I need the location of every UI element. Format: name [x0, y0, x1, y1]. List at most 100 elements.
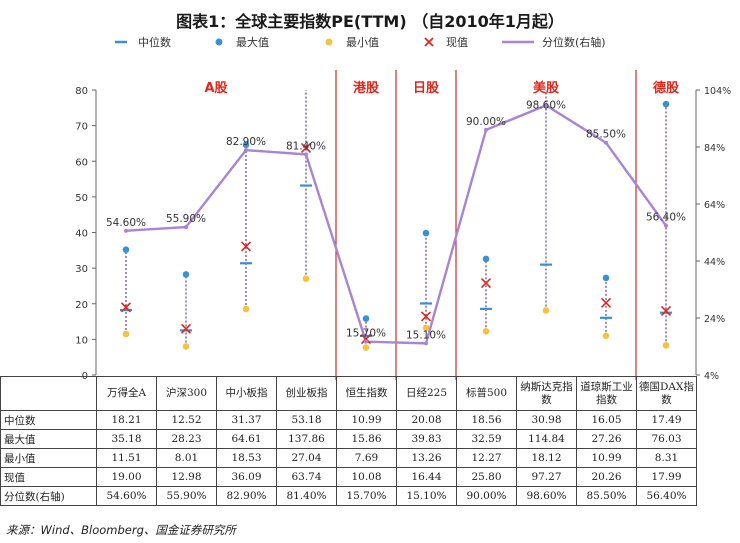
left-tick-label: 40 — [75, 229, 88, 240]
category-label: 道琼斯工业指数 — [576, 376, 637, 411]
min-point — [362, 344, 370, 351]
table-row: 最大值 35.18 28.23 64.61 137.86 15.86 39.83 32.59 1… — [0, 429, 697, 449]
max-marker-icon — [215, 38, 223, 46]
legend-item-current: 现值 — [418, 34, 468, 50]
table-cell: 15.70% — [336, 486, 397, 506]
table-cell: 18.56 — [456, 410, 517, 430]
percentile-data-label: 85.50% — [586, 129, 626, 141]
table-header-row: 万得全A 沪深300 中小板指 创业板指 恒生指数 日经225 标普500 纳斯达克指数 道琼斯… — [0, 376, 697, 411]
current-point — [240, 241, 252, 252]
table-cell: 55.90% — [156, 486, 217, 506]
category-label: 恒生指数 — [336, 376, 397, 411]
max-point — [602, 274, 610, 282]
table-cell: 98.60% — [516, 486, 577, 506]
percentile-data-label: 55.90% — [166, 213, 206, 225]
table-cell: 137.86 — [276, 429, 337, 449]
right-tick-label: 104% — [704, 86, 731, 97]
market-label: 港股 — [352, 81, 379, 96]
category-label: 中小板指 — [216, 376, 277, 411]
percentile-point — [424, 341, 428, 346]
right-tick-label: 44% — [704, 257, 725, 268]
table-cell: 19.00 — [96, 467, 157, 487]
min-point — [602, 332, 610, 340]
table-cell: 10.99 — [576, 448, 637, 468]
percentile-data-label: 98.60% — [526, 99, 566, 111]
table-cell: 18.53 — [216, 448, 277, 468]
table-cell: 18.12 — [516, 448, 577, 468]
table-cell: 39.83 — [396, 429, 457, 449]
table-cell: 11.51 — [96, 448, 157, 468]
row-label: 最小值 — [0, 448, 97, 468]
table-cell: 12.27 — [456, 448, 517, 468]
table-row: 中位数 18.21 12.52 31.37 53.18 10.99 20.08 18.56 30… — [0, 410, 697, 430]
legend-item-median: 中位数 — [110, 34, 171, 50]
table-cell: 76.03 — [636, 429, 697, 449]
legend: 中位数 最大值 最小值 现值 分位数(右轴) — [110, 34, 710, 52]
table-cell: 82.90% — [216, 486, 277, 506]
legend-item-percentile: 分位数(右轴) — [500, 34, 606, 50]
market-label: 美股 — [532, 81, 559, 96]
percentile-data-label: 54.60% — [106, 217, 146, 229]
current-point — [120, 302, 132, 313]
left-tick-label: 0 — [82, 371, 88, 380]
table-cell: 27.26 — [576, 429, 637, 449]
legend-label-min: 最小值 — [346, 36, 379, 49]
cross-marker-icon — [424, 37, 434, 47]
max-point — [362, 315, 370, 322]
current-point — [180, 323, 192, 334]
table-cell: 18.21 — [96, 410, 157, 430]
percentile-point — [364, 339, 368, 344]
table-cell: 54.60% — [96, 486, 157, 506]
table-cell: 13.26 — [396, 448, 457, 468]
percentile-point — [184, 225, 188, 230]
table-cell: 12.52 — [156, 410, 217, 430]
min-point — [542, 307, 550, 314]
table-cell: 25.80 — [456, 467, 517, 487]
current-point — [300, 142, 312, 153]
legend-item-min: 最小值 — [318, 34, 379, 50]
table-row: 现值 19.00 12.98 36.09 63.74 10.08 16.44 25.80 97.… — [0, 467, 697, 487]
table-cell: 56.40% — [636, 486, 697, 506]
percentile-point — [124, 228, 128, 233]
table-cell: 64.61 — [216, 429, 277, 449]
table-cell: 63.74 — [276, 467, 337, 487]
min-point — [482, 327, 490, 335]
legend-label-current: 现值 — [446, 36, 468, 49]
pe-chart: 0 10 20 30 40 50 60 70 80 4% 24% 44% 64% 84% 104% 54.60… — [75, 70, 731, 380]
percentile-data-label: 81.40% — [286, 140, 326, 152]
right-tick-label: 64% — [704, 200, 725, 211]
table-cell: 17.99 — [636, 467, 697, 487]
min-point — [662, 342, 670, 349]
table-cell: 16.05 — [576, 410, 637, 430]
line-marker-icon — [502, 40, 534, 44]
table-cell: 114.84 — [516, 429, 577, 449]
percentile-data-label: 56.40% — [646, 212, 686, 224]
table-cell: 90.00% — [456, 486, 517, 506]
table-row: 分位数(右轴) 54.60% 55.90% 82.90% 81.40% 15.70% 15.… — [0, 486, 697, 506]
market-label: 日股 — [412, 81, 439, 96]
table-cell: 36.09 — [216, 467, 277, 487]
table-cell: 81.40% — [276, 486, 337, 506]
table-cell: 10.08 — [336, 467, 397, 487]
left-tick-label: 50 — [75, 193, 88, 204]
row-label: 现值 — [0, 467, 97, 487]
category-label: 标普500 — [456, 376, 517, 411]
category-label: 沪深300 — [156, 376, 217, 411]
table-cell: 20.26 — [576, 467, 637, 487]
table-cell: 7.69 — [336, 448, 397, 468]
left-tick-label: 70 — [75, 122, 88, 133]
max-point — [242, 141, 250, 149]
table-cell: 32.59 — [456, 429, 517, 449]
row-label: 中位数 — [0, 410, 97, 430]
percentile-point — [244, 148, 248, 153]
table-cell: 10.99 — [336, 410, 397, 430]
table-cell: 8.31 — [636, 448, 697, 468]
table-cell: 8.01 — [156, 448, 217, 468]
category-label: 创业板指 — [276, 376, 337, 411]
category-label: 德国DAX指数 — [636, 376, 697, 411]
table-cell: 27.04 — [276, 448, 337, 468]
percentile-point — [604, 140, 608, 145]
current-point — [360, 334, 372, 345]
percentile-data-label: 82.90% — [226, 136, 266, 148]
category-label: 纳斯达克指数 — [516, 376, 577, 411]
